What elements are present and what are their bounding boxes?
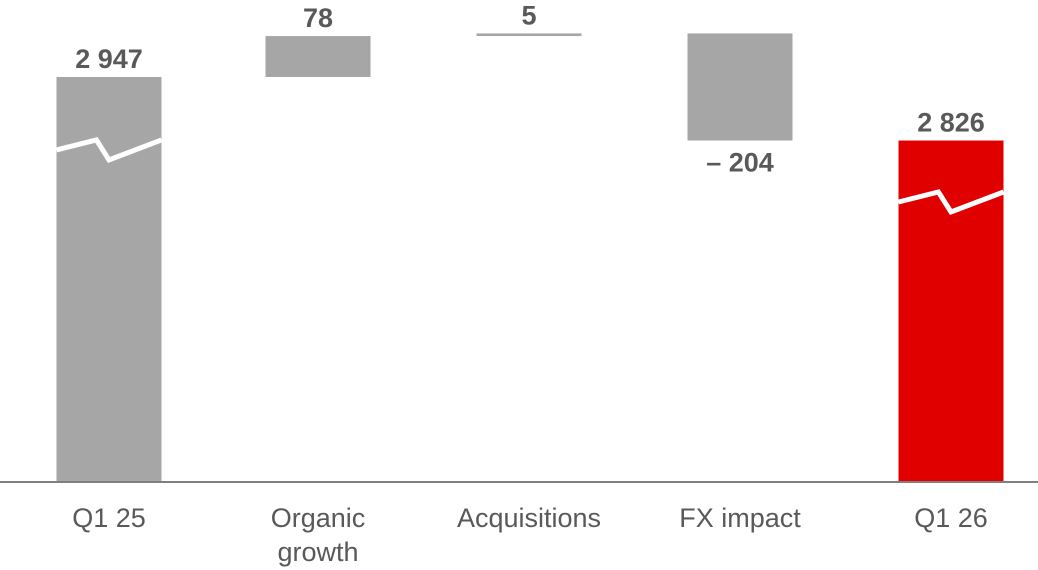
bar-2 — [476, 33, 582, 37]
bar-3 — [687, 33, 793, 141]
category-label-4: Q1 26 — [914, 503, 988, 533]
value-label-0: 2 947 — [75, 44, 143, 74]
category-labels-layer: Q1 25 Organic growth Acquisitions FX impact Q… — [72, 503, 988, 567]
category-label-1-line-1: growth — [277, 537, 358, 567]
category-label-2: Acquisitions — [457, 503, 601, 533]
axis-break-mark-0 — [55, 137, 163, 163]
value-labels-layer: 2 947 78 5 – 204 2 826 — [75, 0, 985, 177]
category-label-1-line-0: Organic — [271, 503, 366, 533]
category-label-3: FX impact — [679, 503, 801, 533]
bar-4 — [898, 140, 1004, 482]
value-label-4: 2 826 — [917, 108, 985, 138]
bar-0 — [56, 77, 162, 482]
value-label-1: 78 — [303, 3, 333, 33]
category-label-0: Q1 25 — [72, 503, 146, 533]
value-label-2: 5 — [521, 0, 536, 30]
axis-break-mark-4 — [897, 189, 1005, 216]
bars-layer — [55, 33, 1005, 482]
value-label-3: – 204 — [706, 148, 774, 178]
bar-1 — [265, 36, 371, 77]
